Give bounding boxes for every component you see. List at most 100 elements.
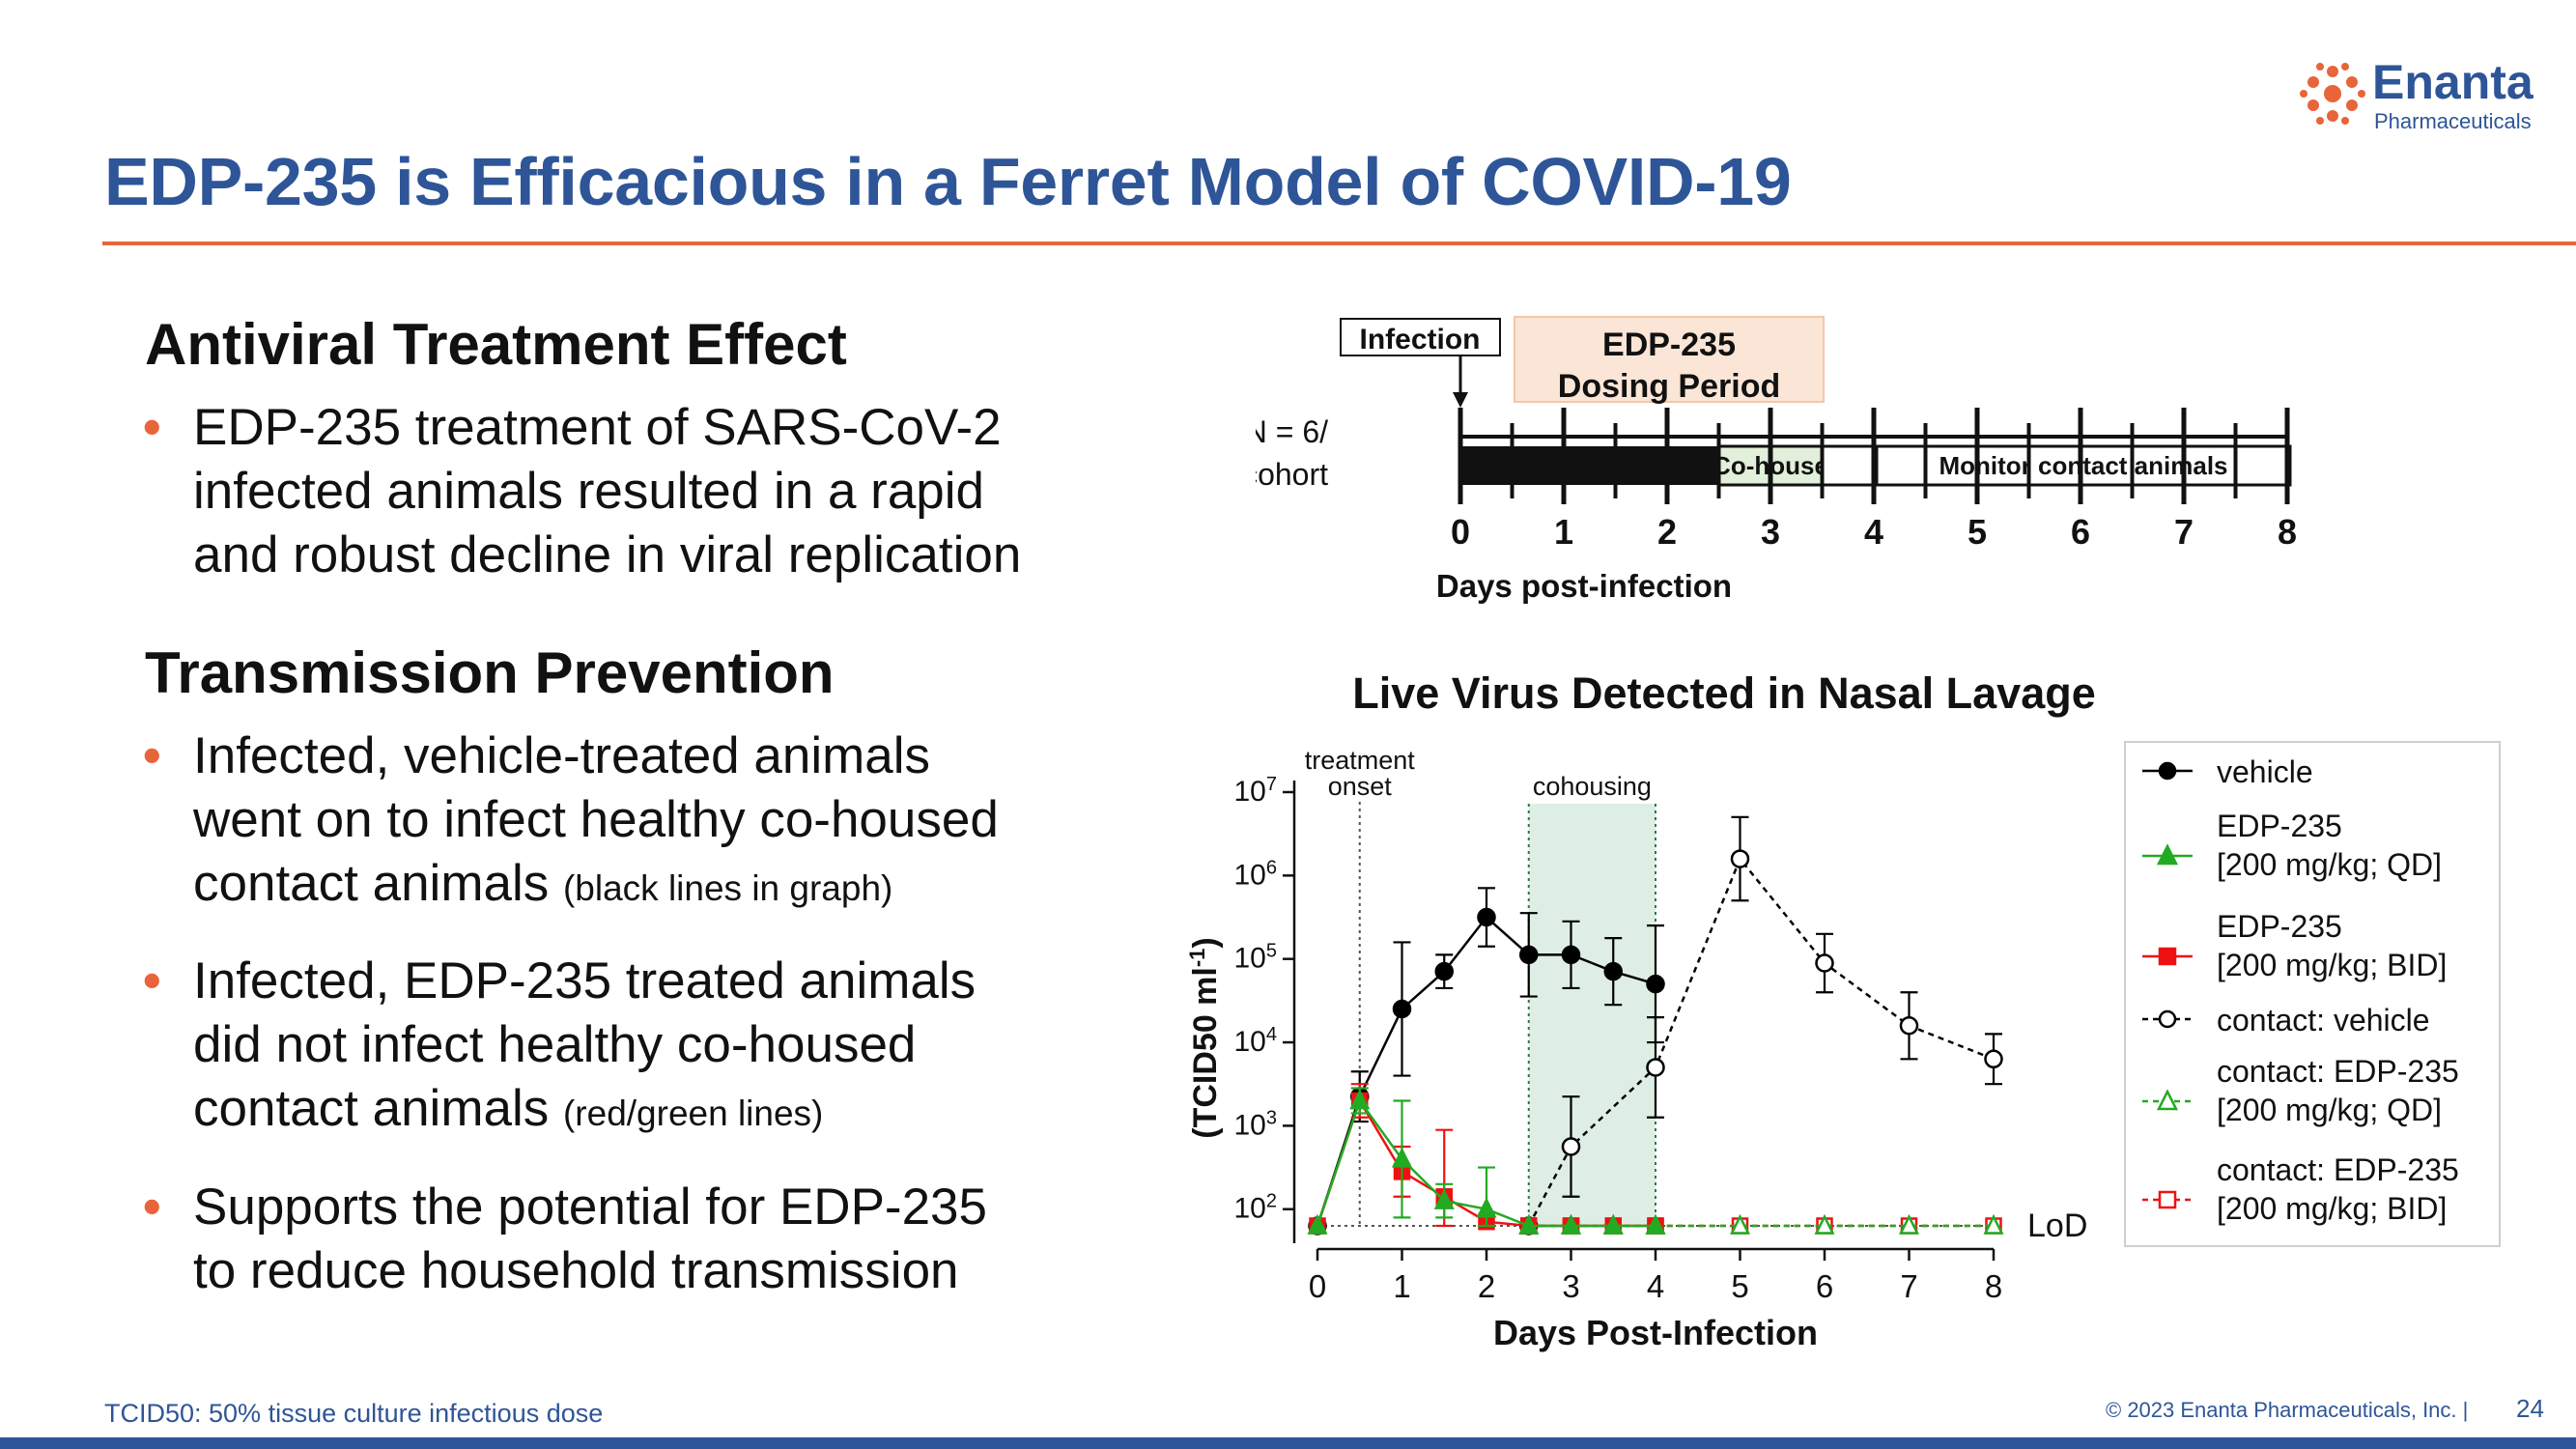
data-point bbox=[1646, 1058, 1665, 1077]
legend-label: EDP-235 bbox=[2217, 809, 2342, 843]
data-point bbox=[1899, 1016, 1919, 1036]
bullet-marker: • bbox=[143, 727, 161, 784]
timeline-day-label: 1 bbox=[1554, 512, 1573, 552]
x-tick-label: 6 bbox=[1816, 1268, 1833, 1304]
timeline-ticks: 0 1 2 3 4 5 6 7 8 bbox=[1451, 408, 2297, 552]
timeline-day-label: 0 bbox=[1451, 512, 1470, 552]
x-tick-label: 0 bbox=[1309, 1268, 1326, 1304]
data-point bbox=[1646, 974, 1665, 994]
y-tick-label: 104 bbox=[1234, 1024, 1278, 1058]
data-point bbox=[1519, 945, 1539, 965]
bullet-line: infected animals resulted in a rapid bbox=[193, 463, 985, 520]
data-point bbox=[1603, 961, 1623, 981]
data-point bbox=[1433, 1188, 1455, 1209]
study-timeline: EDP-235 Dosing Period Infection N = 6/ c… bbox=[1256, 316, 2297, 604]
timeline-xlabel: Days post-infection bbox=[1436, 568, 1732, 604]
data-point bbox=[1477, 907, 1496, 927]
x-tick-label: 5 bbox=[1731, 1268, 1748, 1304]
cohousing-band bbox=[1528, 804, 1656, 1226]
timeline-day-label: 6 bbox=[2071, 512, 2090, 552]
page-number: 24 bbox=[2516, 1394, 2544, 1423]
x-tick-label: 1 bbox=[1393, 1268, 1410, 1304]
chart-series bbox=[1307, 815, 2004, 1236]
legend-label: [200 mg/kg; BID] bbox=[2217, 1191, 2447, 1226]
chart-xlabel: Days Post-Infection bbox=[1493, 1313, 1818, 1352]
legend-label: [200 mg/kg; BID] bbox=[2217, 948, 2447, 982]
section-heading-antiviral: Antiviral Treatment Effect bbox=[145, 312, 847, 377]
gap-bar bbox=[1820, 444, 1879, 487]
dosing-period-box bbox=[1514, 316, 1825, 403]
timeline-day-label: 8 bbox=[2278, 512, 2297, 552]
bullet-line: contact animals bbox=[193, 855, 550, 912]
data-point bbox=[1561, 945, 1581, 965]
legend-swatch-marker bbox=[2158, 947, 2177, 966]
series-1 bbox=[1307, 1087, 1666, 1235]
data-point bbox=[1730, 849, 1750, 868]
dosing-bar bbox=[1458, 446, 1719, 485]
footnote: TCID50: 50% tissue culture infectious do… bbox=[104, 1399, 604, 1428]
data-point bbox=[1984, 1049, 2003, 1069]
monitor-bar bbox=[1875, 444, 2292, 487]
chart-legend bbox=[2124, 741, 2501, 1247]
data-point bbox=[1898, 1213, 1920, 1235]
bullet-line: Infected, vehicle-treated animals bbox=[193, 727, 931, 784]
x-tick-label: 3 bbox=[1562, 1268, 1579, 1304]
x-tick-label: 7 bbox=[1900, 1268, 1917, 1304]
legend-swatch-marker bbox=[2158, 1009, 2177, 1029]
nasal-lavage-chart: Live Virus Detected in Nasal Lavage trea… bbox=[1185, 668, 2501, 1352]
n-label-line1: N = 6/ bbox=[1256, 414, 1328, 449]
bullet-line: EDP-235 treatment of SARS-CoV-2 bbox=[193, 399, 1002, 456]
data-point bbox=[1602, 1213, 1624, 1235]
bullet-line: contact animals bbox=[193, 1080, 550, 1137]
bullet-note: (red/green lines) bbox=[562, 1094, 824, 1133]
bullet-line: and robust decline in viral replication bbox=[193, 526, 1022, 583]
legend-label: contact: EDP-235 bbox=[2217, 1054, 2459, 1089]
data-point bbox=[1476, 1197, 1497, 1218]
legend-label: EDP-235 bbox=[2217, 909, 2342, 944]
infection-label: Infection bbox=[1360, 324, 1481, 355]
data-point bbox=[1815, 953, 1834, 973]
data-point bbox=[1518, 1213, 1540, 1235]
data-point bbox=[1814, 1213, 1835, 1235]
data-point bbox=[1307, 1213, 1328, 1235]
timeline-day-label: 4 bbox=[1864, 512, 1883, 552]
dosing-label-line2: Dosing Period bbox=[1558, 368, 1780, 405]
legend-swatch-marker bbox=[2158, 761, 2177, 781]
treatment-onset-label-1: treatment bbox=[1305, 746, 1416, 775]
title-divider bbox=[102, 242, 2576, 245]
legend-label: [200 mg/kg; QD] bbox=[2217, 1093, 2442, 1127]
slide-title: EDP-235 is Efficacious in a Ferret Model… bbox=[104, 144, 1792, 219]
data-point bbox=[1349, 1089, 1371, 1110]
y-tick-label: 106 bbox=[1234, 857, 1278, 891]
x-tick-label: 4 bbox=[1647, 1268, 1664, 1304]
legend-swatch-marker bbox=[2158, 1190, 2177, 1209]
legend-swatch-marker bbox=[2156, 1089, 2179, 1111]
x-tick-label: 2 bbox=[1478, 1268, 1495, 1304]
chart-title: Live Virus Detected in Nasal Lavage bbox=[1352, 668, 2096, 718]
y-tick-label: 103 bbox=[1234, 1107, 1278, 1141]
data-point bbox=[1561, 1137, 1581, 1156]
legend-label: [200 mg/kg; QD] bbox=[2217, 847, 2442, 882]
legend-entries: vehicle EDP-235 [200 mg/kg; QD] EDP-235 [200… bbox=[2142, 754, 2459, 1226]
bullet-line: did not infect healthy co-housed bbox=[193, 1016, 917, 1073]
timeline-day-label: 5 bbox=[1967, 512, 1987, 552]
infection-arrow-head bbox=[1453, 392, 1468, 408]
chart-axes: 102 103 104 105 106 107 0 1 2 3 4 5 6 7 8 bbox=[1234, 774, 2003, 1304]
bullet-line: to reduce household transmission bbox=[193, 1242, 959, 1299]
legend-label: contact: vehicle bbox=[2217, 1003, 2430, 1037]
bullet-line: went on to infect healthy co-housed bbox=[193, 791, 999, 848]
lod-label: LoD bbox=[2027, 1208, 2087, 1244]
legend-swatch-marker bbox=[2156, 843, 2179, 866]
footer-bar bbox=[0, 1437, 2576, 1449]
data-point bbox=[1434, 961, 1454, 981]
logo-name: Enanta bbox=[2372, 55, 2534, 109]
y-tick-label: 107 bbox=[1234, 774, 1278, 808]
x-tick-label: 8 bbox=[1985, 1268, 2002, 1304]
chart-ylabel: (TCID50 ml-1) bbox=[1185, 937, 1225, 1138]
timeline-day-label: 3 bbox=[1761, 512, 1780, 552]
section-heading-transmission: Transmission Prevention bbox=[145, 640, 835, 705]
data-point bbox=[1729, 1213, 1751, 1235]
data-point bbox=[1391, 1147, 1413, 1168]
cohousing-label: cohousing bbox=[1533, 772, 1652, 801]
legend-label: contact: EDP-235 bbox=[2217, 1152, 2459, 1187]
